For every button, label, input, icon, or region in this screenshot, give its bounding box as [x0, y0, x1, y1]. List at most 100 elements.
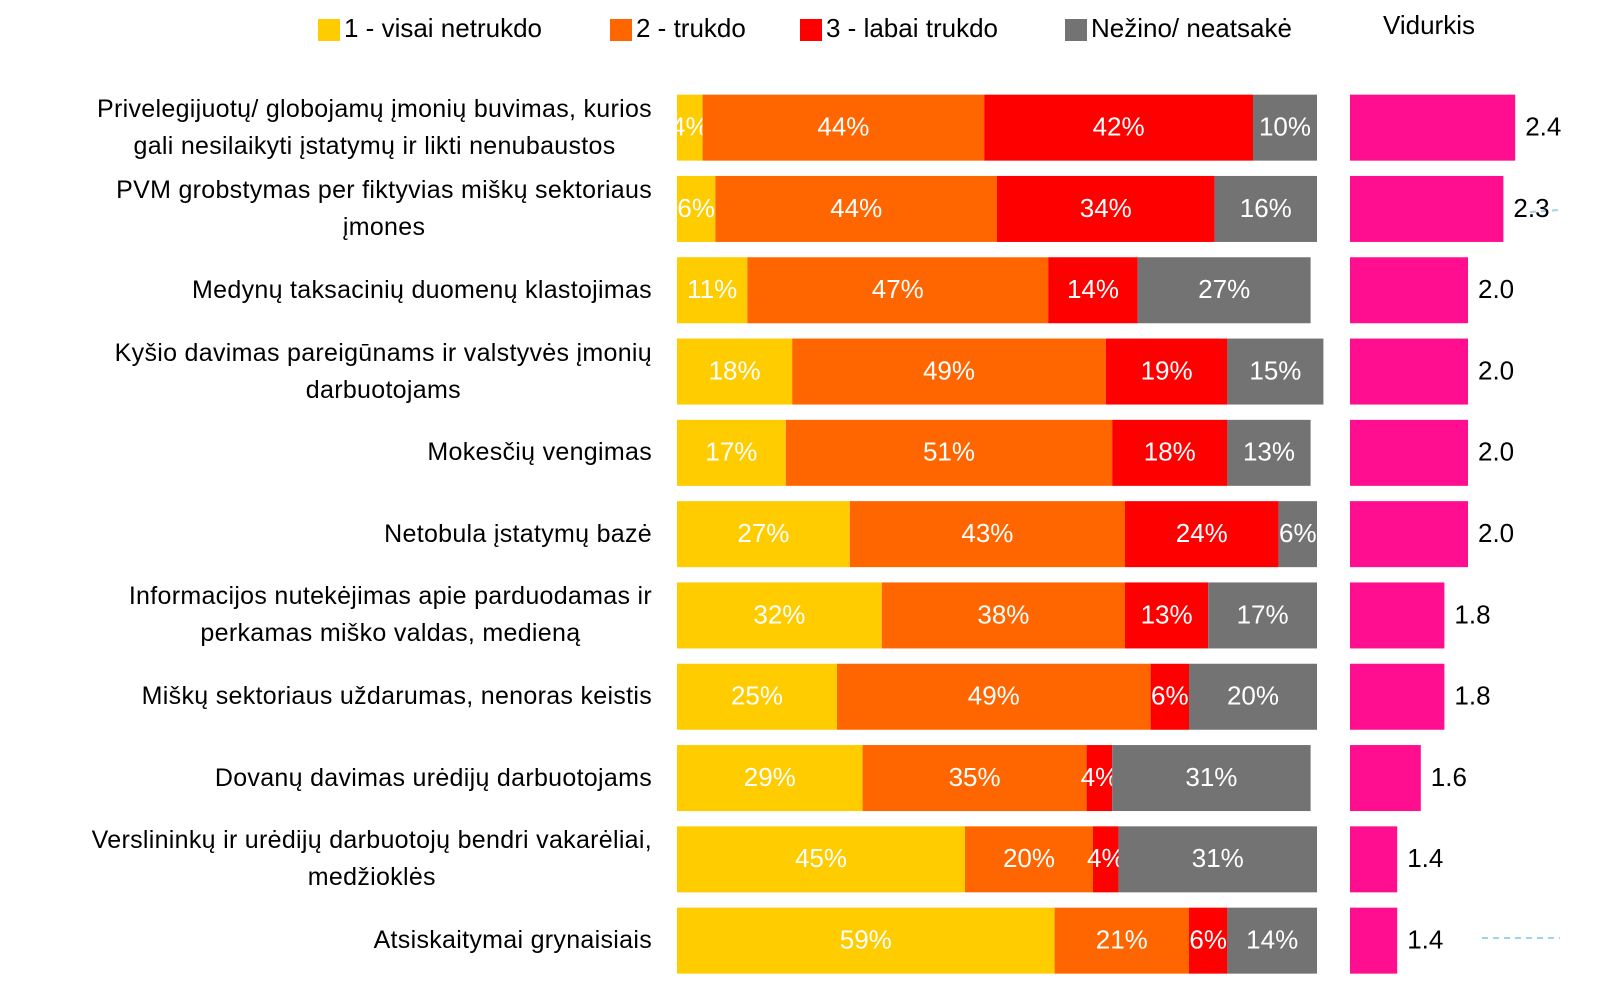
data-label: 17% — [1237, 599, 1289, 629]
bar-segment — [677, 419, 786, 486]
avg-bar — [1350, 745, 1421, 812]
data-label: 42% — [1093, 112, 1145, 142]
category-label: Dovanų davimas urėdijų darbuotojams — [214, 763, 652, 792]
data-label: 27% — [737, 518, 789, 548]
bar-segment — [1093, 826, 1119, 893]
avg-bar — [1350, 663, 1445, 730]
category-label: Netobula įstatymų bazė — [384, 519, 652, 548]
category-label: Mokesčių vengimas — [427, 438, 652, 467]
data-label: 17% — [705, 437, 757, 467]
data-label: 29% — [744, 762, 796, 792]
category-label-box: Atsiskaitymai grynaisiais — [0, 901, 652, 981]
category-label: Kyšio davimas pareigūnams ir valstyvės į… — [114, 338, 652, 404]
avg-bar — [1350, 338, 1468, 405]
data-label: 34% — [1080, 193, 1132, 223]
data-label: 10% — [1259, 112, 1311, 142]
data-label: 15% — [1249, 355, 1301, 385]
bar-segment — [1086, 745, 1113, 812]
bar-segment — [1054, 907, 1189, 974]
avg-label: 1.4 — [1407, 925, 1443, 955]
bar-segment — [837, 663, 1151, 730]
data-label: 20% — [1227, 681, 1279, 711]
avg-label: 1.8 — [1454, 599, 1490, 629]
bar-segment — [1137, 257, 1311, 324]
bar-segment — [997, 175, 1215, 242]
bar-segment — [1253, 94, 1317, 161]
bar-segment — [1125, 501, 1279, 568]
data-label: 35% — [949, 762, 1001, 792]
data-label: 4% — [1081, 762, 1119, 792]
bar-segment — [984, 94, 1253, 161]
data-label: 32% — [753, 599, 805, 629]
data-label: 59% — [840, 925, 892, 955]
avg-bar — [1350, 501, 1468, 568]
bar-segment — [1048, 257, 1138, 324]
data-label: 47% — [872, 274, 924, 304]
bar-segment — [677, 663, 837, 730]
data-label: 51% — [923, 437, 975, 467]
data-label: 31% — [1192, 843, 1244, 873]
bar-segment — [1214, 175, 1317, 242]
avg-label: 2.4 — [1525, 112, 1561, 142]
avg-bar — [1350, 419, 1468, 486]
bar-segment — [677, 582, 882, 649]
category-label-box: Privelegijuotų/ globojamų įmonių buvimas… — [0, 88, 652, 168]
category-label-box: Mokesčių vengimas — [0, 413, 652, 493]
data-label: 6% — [1189, 925, 1227, 955]
data-label: 44% — [830, 193, 882, 223]
avg-bar — [1350, 94, 1516, 161]
data-label: 18% — [1144, 437, 1196, 467]
category-label: PVM grobstymas per fiktyvias miškų sekto… — [116, 175, 652, 241]
category-label-box: Dovanų davimas urėdijų darbuotojams — [0, 738, 652, 818]
data-label: 19% — [1141, 355, 1193, 385]
data-label: 43% — [961, 518, 1013, 548]
data-label: 13% — [1141, 599, 1193, 629]
category-label-box: Kyšio davimas pareigūnams ir valstyvės į… — [0, 332, 652, 412]
bar-segment — [1125, 582, 1209, 649]
bar-segment — [677, 257, 748, 324]
bar-segment — [1105, 338, 1228, 405]
legend-swatch — [318, 19, 340, 41]
data-label: 49% — [968, 681, 1020, 711]
data-label: 49% — [923, 355, 975, 385]
legend-label: Nežino/ neatsakė — [1091, 13, 1292, 43]
bar-segment — [1227, 907, 1317, 974]
bar-segment — [1227, 338, 1324, 405]
data-label: 14% — [1067, 274, 1119, 304]
category-label-box: Netobula įstatymų bazė — [0, 494, 652, 574]
data-label: 6% — [1279, 518, 1317, 548]
bar-segment — [1112, 745, 1311, 812]
bar-segment — [1189, 907, 1228, 974]
data-label: 27% — [1198, 274, 1250, 304]
avg-label: 2.0 — [1478, 274, 1514, 304]
category-label-box: Medynų taksacinių duomenų klastojimas — [0, 250, 652, 330]
legend-swatch — [800, 19, 822, 41]
bar-segment — [677, 338, 793, 405]
avg-label: 1.6 — [1431, 762, 1467, 792]
avg-label: 2.0 — [1478, 437, 1514, 467]
legend-swatch — [1065, 19, 1087, 41]
data-label: 16% — [1240, 193, 1292, 223]
data-label: 20% — [1003, 843, 1055, 873]
bar-segment — [862, 745, 1087, 812]
data-label: 38% — [977, 599, 1029, 629]
bar-segment — [785, 419, 1113, 486]
category-label-box: Miškų sektoriaus uždarumas, nenoras keis… — [0, 657, 652, 737]
data-label: 13% — [1243, 437, 1295, 467]
bar-segment — [849, 501, 1125, 568]
avg-title: Vidurkis — [1383, 10, 1475, 40]
bar-segment — [677, 907, 1055, 974]
data-label: 6% — [677, 193, 715, 223]
data-label: 45% — [795, 843, 847, 873]
avg-bar — [1350, 257, 1468, 324]
data-label: 25% — [731, 681, 783, 711]
bar-segment — [715, 175, 997, 242]
category-label-box: PVM grobstymas per fiktyvias miškų sekto… — [0, 169, 652, 249]
bar-segment — [881, 582, 1125, 649]
data-label: 44% — [817, 112, 869, 142]
bar-segment — [677, 175, 716, 242]
bar-segment — [965, 826, 1093, 893]
avg-bar — [1350, 826, 1398, 893]
